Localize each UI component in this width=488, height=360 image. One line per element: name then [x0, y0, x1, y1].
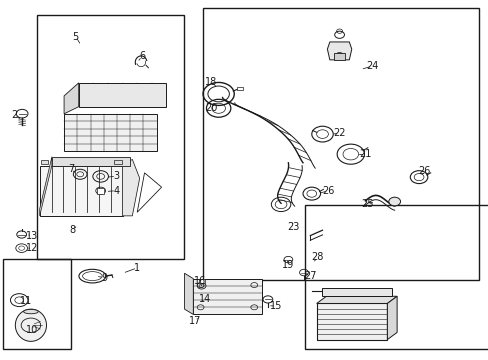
- Text: 4: 4: [113, 186, 119, 196]
- Text: 7: 7: [68, 164, 74, 174]
- Text: 5: 5: [73, 32, 79, 41]
- Polygon shape: [15, 309, 46, 341]
- Text: 6: 6: [139, 51, 145, 61]
- Circle shape: [336, 52, 342, 57]
- Text: 10: 10: [26, 325, 39, 335]
- Polygon shape: [184, 273, 193, 315]
- Text: 1: 1: [134, 263, 140, 273]
- Text: 17: 17: [188, 316, 201, 325]
- Bar: [40, 166, 122, 216]
- Bar: [321, 288, 391, 296]
- Bar: [37, 15, 183, 259]
- Text: 20: 20: [205, 103, 217, 113]
- Text: 2: 2: [11, 111, 18, 121]
- Text: 3: 3: [113, 171, 119, 181]
- Text: 13: 13: [26, 231, 39, 240]
- Bar: [64, 114, 157, 151]
- Bar: [193, 279, 261, 315]
- Bar: [79, 83, 166, 107]
- Text: 27: 27: [304, 271, 316, 281]
- Circle shape: [388, 197, 400, 206]
- Bar: [52, 157, 130, 166]
- Bar: [203, 8, 478, 280]
- Polygon shape: [316, 296, 396, 303]
- Ellipse shape: [23, 310, 38, 314]
- Text: 25: 25: [361, 199, 373, 210]
- Text: 26: 26: [322, 186, 334, 196]
- Text: 26: 26: [418, 166, 430, 176]
- Bar: [41, 160, 48, 165]
- Polygon shape: [64, 83, 79, 114]
- Ellipse shape: [104, 89, 120, 100]
- Polygon shape: [137, 173, 161, 212]
- Text: 16: 16: [193, 276, 205, 286]
- Bar: [333, 53, 345, 60]
- Text: 15: 15: [269, 301, 282, 311]
- Text: 22: 22: [333, 129, 345, 138]
- Text: 12: 12: [26, 243, 39, 253]
- Bar: [316, 303, 386, 339]
- Polygon shape: [122, 159, 140, 216]
- Text: 18: 18: [205, 77, 217, 87]
- Text: 24: 24: [366, 61, 378, 71]
- Text: 9: 9: [101, 273, 107, 283]
- Text: 8: 8: [70, 225, 76, 235]
- Ellipse shape: [99, 86, 125, 103]
- Polygon shape: [327, 42, 351, 60]
- Bar: [305, 205, 488, 348]
- Text: 11: 11: [20, 296, 32, 306]
- Bar: [198, 279, 204, 283]
- Bar: [97, 188, 104, 194]
- Text: 28: 28: [311, 252, 323, 262]
- Bar: [3, 259, 71, 348]
- Text: 23: 23: [286, 222, 299, 231]
- Polygon shape: [40, 157, 52, 216]
- Text: 21: 21: [359, 149, 371, 159]
- Text: 14: 14: [199, 294, 211, 304]
- Bar: [114, 160, 122, 165]
- Bar: [237, 87, 243, 90]
- Polygon shape: [386, 296, 396, 339]
- Text: 19: 19: [282, 260, 294, 270]
